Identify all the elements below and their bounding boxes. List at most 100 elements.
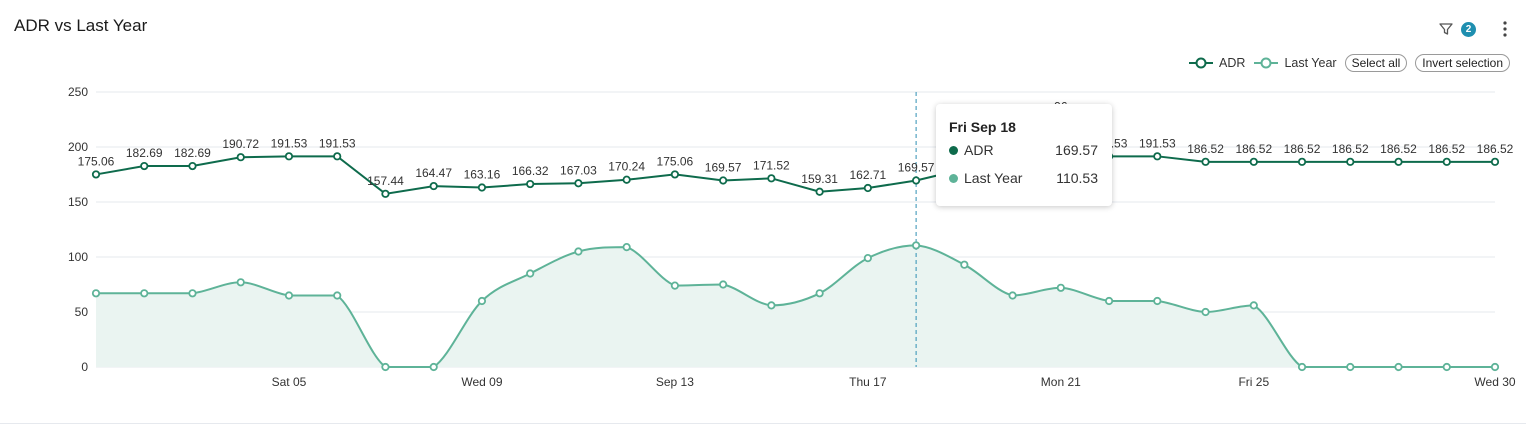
adr-point [236,153,245,162]
adr-data-label: 186.52 [1187,142,1224,156]
last-year-point [960,260,969,269]
tooltip-last-year-label: Last Year [964,170,1023,186]
adr-data-label: 166.32 [512,164,549,178]
adr-point [477,183,487,192]
adr-data-label: 191.53 [319,136,356,150]
last-year-point [333,291,342,300]
last-year-point [622,243,631,252]
x-tick-label: Wed 30 [1474,375,1515,389]
legend-item-last-year[interactable]: Last Year [1253,56,1337,70]
adr-data-label: 169.57 [898,160,935,174]
x-tick-label: Thu 17 [849,375,887,389]
adr-point [719,176,728,185]
tooltip-row-adr: ADR 169.57 [949,142,1098,158]
adr-point [91,170,101,179]
adr-data-label: 186.52 [1235,142,1272,156]
adr-point [1201,157,1210,166]
adr-point [140,161,149,171]
adr-data-label: 191.53 [1139,136,1176,150]
last-year-point [912,241,921,250]
adr-data-label: 171.52 [753,158,790,172]
adr-data-label: 186.52 [1477,142,1514,156]
last-year-point [1104,296,1114,306]
x-tick-label: Wed 09 [461,375,502,389]
adr-data-label: 175.06 [78,154,115,168]
x-tick-label: Fri 25 [1238,375,1269,389]
adr-data-label: 157.44 [367,174,404,188]
bottom-divider [0,423,1526,424]
adr-data-label: 164.47 [415,166,452,180]
last-year-point [1346,362,1355,372]
last-year-point [1394,362,1403,372]
adr-data-label: 159.31 [801,172,838,186]
adr-data-label: 186.52 [1332,142,1369,156]
adr-point [188,161,197,171]
legend-adr-swatch-icon [1189,57,1214,69]
legend-item-adr[interactable]: ADR [1188,56,1245,70]
last-year-point [140,289,149,298]
more-options-icon[interactable] [1498,20,1512,38]
adr-point [622,175,631,184]
last-year-point [236,278,245,287]
last-year-point [477,296,487,306]
adr-data-label: 167.03 [560,163,597,177]
chart-tooltip: Fri Sep 18 ADR 169.57 Last Year 110.53 [936,104,1112,206]
adr-data-label: 162.71 [850,168,887,182]
adr-data-label: 170.24 [608,160,645,174]
tooltip-title: Fri Sep 18 [949,119,1016,135]
filter-count-badge[interactable]: 2 [1461,21,1476,37]
last-year-point [670,281,679,290]
adr-point [1297,157,1307,166]
x-tick-label: Sep 13 [656,375,694,389]
adr-line [95,118,1495,195]
adr-point [863,183,872,193]
y-tick-label: 0 [81,360,88,374]
select-all-button[interactable]: Select all [1344,54,1408,72]
x-tick-label: Mon 21 [1041,375,1081,389]
tooltip-row-last-year: Last Year 110.53 [949,170,1098,186]
last-year-area [96,245,1495,367]
adr-data-label: 163.16 [464,168,501,182]
last-year-point [284,291,294,300]
invert-selection-button[interactable]: Invert selection [1415,54,1510,72]
adr-data-label: 175.06 [657,154,694,168]
adr-data-label: 186.52 [1284,142,1321,156]
last-year-point [1490,362,1500,372]
tooltip-last-year-dot-icon [949,173,958,183]
last-year-point [1153,296,1162,306]
legend-last-year-label: Last Year [1284,56,1337,70]
last-year-point [574,247,583,256]
y-tick-label: 100 [68,250,88,264]
legend-last-year-swatch-icon [1254,57,1279,69]
last-year-point [1249,301,1258,310]
last-year-point [91,289,101,298]
last-year-point [1442,362,1451,372]
adr-point [912,176,921,185]
tooltip-last-year-value: 110.53 [1056,170,1098,186]
adr-point [284,152,294,161]
last-year-point [1008,291,1017,300]
tooltip-adr-label: ADR [964,142,994,158]
y-tick-label: 200 [68,140,88,154]
last-year-point [767,301,776,310]
adr-point [767,174,776,183]
adr-point [1346,157,1355,166]
last-year-point [815,289,824,298]
last-year-point [429,362,438,372]
adr-data-label: 182.69 [126,146,163,160]
adr-point [526,179,535,189]
last-year-point [863,254,872,263]
y-tick-label: 250 [68,85,88,99]
last-year-point [381,362,390,372]
adr-point [670,170,679,179]
chart-legend: ADR Last Year Select all Invert selectio… [1188,54,1510,72]
filter-icon[interactable] [1437,20,1455,38]
adr-point [333,152,342,161]
adr-data-label: 186.52 [1428,142,1465,156]
last-year-point [1056,283,1065,292]
adr-data-label: 186.52 [1380,142,1417,156]
adr-point [815,187,824,196]
adr-data-label: 169.57 [705,160,742,174]
y-tick-label: 50 [75,305,89,319]
